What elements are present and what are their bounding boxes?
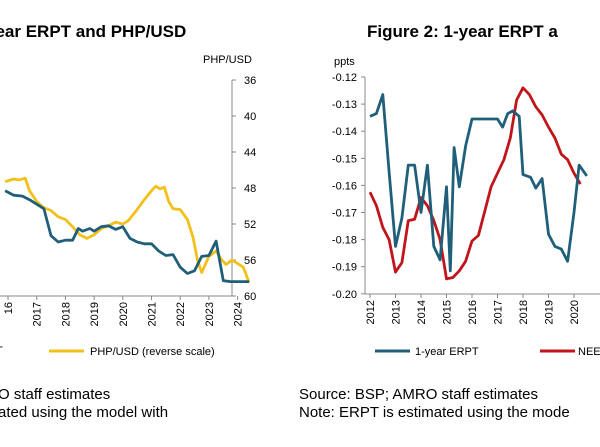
fig2-y-tick-label: -0.12 <box>332 72 357 84</box>
fig1-y-tick-label: 36 <box>244 75 256 87</box>
fig1-phpusd-line <box>4 176 251 283</box>
fig2-x-tick-label: 2013 <box>391 300 403 324</box>
fig2-y-tick-label: -0.18 <box>332 235 357 247</box>
fig1-erpt-line <box>4 189 250 283</box>
note-left-line1: O staff estimates <box>0 386 111 403</box>
fig1-x-tick-label: 2023 <box>204 302 216 326</box>
fig2-x-tick-label: 2020 <box>569 300 581 324</box>
note-right-line2: Note: ERPT is estimated using the mode <box>299 404 570 421</box>
fig2-x-tick-label: 2019 <box>544 300 556 324</box>
fig2-x-tick-label: 2016 <box>467 300 479 324</box>
fig2-y-tick-label: -0.15 <box>332 153 357 165</box>
fig1-x-tick-label: 2022 <box>175 302 187 326</box>
fig1-y-tick-label: 40 <box>244 111 256 123</box>
fig2-y-tick-label: -0.14 <box>332 126 357 138</box>
figure2-title: Figure 2: 1-year ERPT a <box>367 22 558 41</box>
fig2-y-tick-label: -0.19 <box>332 262 357 274</box>
fig2-y-tick-label: -0.16 <box>332 180 357 192</box>
fig1-x-tick-label: 2018 <box>60 302 72 326</box>
fig1-legend-erpt-label: T <box>0 345 3 357</box>
fig2-y-tick-label: -0.17 <box>332 208 357 220</box>
note-left-line2: ated using the model with <box>0 404 169 421</box>
fig1-y-tick-label: 52 <box>244 219 256 231</box>
fig1-x-tick-label: 16 <box>3 302 15 314</box>
fig2-x-tick-label: 2017 <box>493 300 505 324</box>
fig2-x-tick-label: 2015 <box>442 300 454 324</box>
fig1-x-tick-label: 2019 <box>89 302 101 326</box>
fig1-x-tick-label: 2020 <box>118 302 130 326</box>
fig2-neer-line <box>368 86 582 281</box>
fig2-y-tick-label: -0.20 <box>332 289 357 301</box>
fig2-legend-erpt-label: 1-year ERPT <box>415 346 479 358</box>
fig2-x-tick-label: 2018 <box>518 300 530 324</box>
fig2-legend-neer-label: NEE <box>578 346 600 358</box>
fig1-x-tick-label: 2017 <box>32 302 44 326</box>
fig1-y-tick-label: 56 <box>244 255 256 267</box>
fig2-x-tick-label: 2014 <box>416 300 428 324</box>
fig1-x-tick-label: 2021 <box>147 302 159 326</box>
figure1-title: year ERPT and PHP/USD <box>0 22 187 41</box>
fig1-legend-phpusd-label: PHP/USD (reverse scale) <box>90 346 215 358</box>
fig2-y-tick-label: -0.13 <box>332 99 357 111</box>
fig1-x-tick-label: 2024 <box>233 302 245 326</box>
fig1-y-tick-label: 48 <box>244 183 256 195</box>
fig2-y-axis-label: ppts <box>334 56 355 68</box>
fig2-x-tick-label: 2012 <box>365 300 377 324</box>
fig2-erpt-line <box>369 93 588 273</box>
fig1-y-tick-label: 60 <box>244 291 256 303</box>
note-right-line1: Source: BSP; AMRO staff estimates <box>299 386 538 403</box>
fig1-y-tick-label: 44 <box>244 147 256 159</box>
fig1-secondary-axis-label: PHP/USD <box>203 54 252 66</box>
